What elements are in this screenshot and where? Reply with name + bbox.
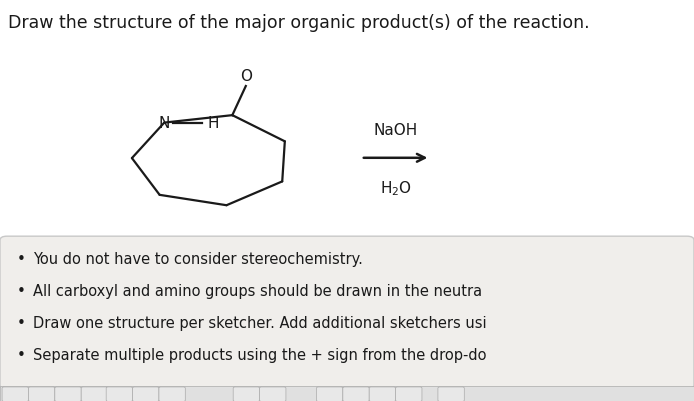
FancyBboxPatch shape (159, 387, 185, 401)
FancyBboxPatch shape (106, 387, 133, 401)
Text: O: O (240, 69, 252, 83)
FancyBboxPatch shape (233, 387, 260, 401)
FancyBboxPatch shape (55, 387, 81, 401)
FancyBboxPatch shape (0, 237, 694, 389)
Text: •: • (17, 283, 25, 298)
FancyBboxPatch shape (316, 387, 343, 401)
FancyBboxPatch shape (396, 387, 422, 401)
Text: N: N (159, 116, 170, 131)
FancyBboxPatch shape (260, 387, 286, 401)
FancyBboxPatch shape (369, 387, 396, 401)
Text: Separate multiple products using the + sign from the drop-do: Separate multiple products using the + s… (33, 347, 486, 363)
FancyBboxPatch shape (343, 387, 369, 401)
Text: H$_2$O: H$_2$O (380, 179, 412, 198)
Text: You do not have to consider stereochemistry.: You do not have to consider stereochemis… (33, 251, 363, 266)
Text: •: • (17, 347, 25, 363)
Text: All carboxyl and amino groups should be drawn in the neutra: All carboxyl and amino groups should be … (33, 283, 482, 298)
Text: •: • (17, 315, 25, 330)
Text: H: H (208, 116, 219, 131)
Text: •: • (17, 251, 25, 266)
Text: Draw the structure of the major organic product(s) of the reaction.: Draw the structure of the major organic … (8, 14, 590, 32)
FancyBboxPatch shape (438, 387, 464, 401)
Text: NaOH: NaOH (373, 123, 418, 138)
FancyBboxPatch shape (28, 387, 55, 401)
FancyBboxPatch shape (133, 387, 159, 401)
Text: Draw one structure per sketcher. Add additional sketchers usi: Draw one structure per sketcher. Add add… (33, 315, 487, 330)
FancyBboxPatch shape (81, 387, 108, 401)
FancyBboxPatch shape (2, 387, 28, 401)
Bar (0, 386, 694, 401)
